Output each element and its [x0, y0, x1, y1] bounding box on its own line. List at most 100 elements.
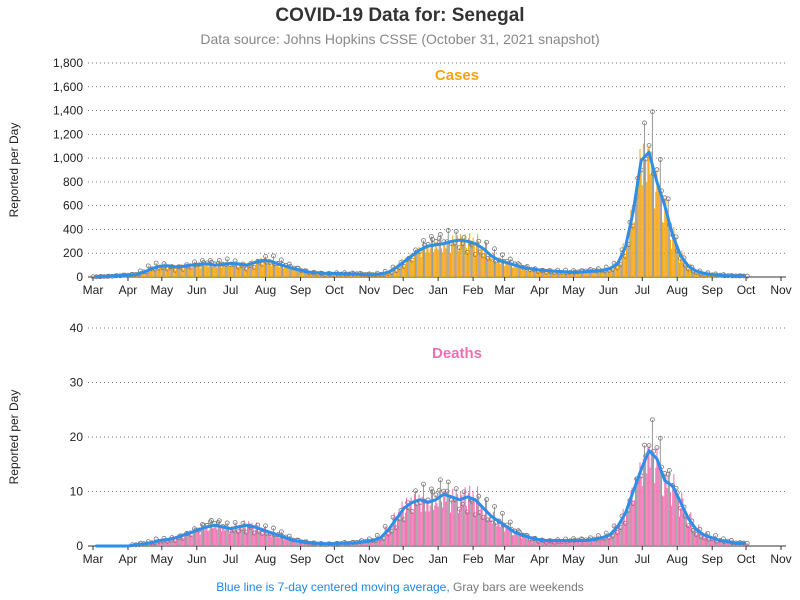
daily-bar	[503, 261, 505, 277]
daily-marker	[642, 442, 647, 448]
daily-bar	[633, 500, 635, 546]
daily-bar	[261, 264, 263, 277]
daily-bar	[454, 499, 456, 546]
daily-bar	[195, 264, 197, 277]
daily-bar	[252, 526, 254, 546]
daily-bar	[383, 538, 385, 546]
daily-bar	[688, 269, 690, 277]
daily-bar	[536, 271, 538, 277]
daily-bar	[186, 533, 188, 546]
daily-bar	[241, 529, 243, 546]
daily-bar	[521, 270, 523, 277]
daily-bar	[383, 274, 385, 277]
daily-bar	[265, 525, 267, 546]
daily-marker	[263, 254, 268, 259]
daily-bar	[232, 529, 234, 546]
daily-bar	[657, 464, 659, 546]
daily-bar	[420, 256, 422, 277]
daily-bar	[712, 539, 714, 546]
x-tick-label: Mar	[83, 283, 104, 297]
daily-bar	[209, 260, 211, 277]
daily-bar	[253, 533, 255, 546]
daily-bar	[623, 248, 625, 277]
daily-bar	[571, 271, 573, 277]
daily-bar	[401, 258, 403, 277]
daily-bar	[410, 497, 412, 546]
daily-bar	[595, 540, 597, 546]
daily-marker	[500, 510, 505, 516]
daily-bar	[301, 270, 303, 277]
daily-bar	[655, 467, 657, 546]
daily-bar	[263, 257, 265, 277]
daily-bar	[179, 535, 181, 546]
daily-bar	[429, 248, 431, 277]
daily-bar	[594, 270, 596, 277]
daily-bar	[265, 256, 267, 277]
daily-bar	[206, 262, 208, 277]
daily-bar	[585, 271, 587, 277]
daily-bar	[522, 535, 524, 546]
daily-bar	[482, 517, 484, 546]
daily-bar	[683, 257, 685, 277]
daily-bar	[439, 234, 441, 277]
daily-bar	[472, 237, 474, 277]
daily-bar	[471, 501, 473, 546]
daily-bar	[501, 254, 503, 277]
daily-bar	[218, 520, 220, 546]
daily-bar	[214, 263, 216, 277]
daily-bar	[182, 538, 184, 546]
daily-bar	[568, 540, 570, 546]
daily-bar	[247, 265, 249, 277]
daily-bar	[293, 268, 295, 277]
daily-bar	[377, 537, 379, 546]
y-tick-label: 0	[76, 539, 83, 553]
daily-bar	[213, 527, 215, 546]
daily-bar	[547, 540, 549, 546]
daily-bar	[699, 270, 701, 277]
daily-bar	[581, 270, 584, 277]
daily-bar	[638, 174, 640, 277]
daily-bar	[703, 537, 705, 546]
daily-bar	[174, 540, 176, 546]
daily-bar	[318, 272, 320, 277]
daily-bar	[333, 274, 335, 277]
daily-bar	[345, 274, 347, 277]
daily-bar	[276, 263, 278, 277]
daily-bar	[434, 248, 436, 277]
daily-bar	[684, 516, 686, 546]
daily-marker	[271, 253, 276, 259]
daily-marker	[209, 518, 214, 523]
daily-bar	[567, 273, 569, 277]
daily-bar	[366, 542, 368, 546]
daily-bar	[365, 541, 367, 546]
daily-bar	[421, 496, 423, 546]
daily-bar	[531, 536, 533, 546]
daily-bar	[435, 494, 437, 546]
daily-bar	[280, 531, 282, 546]
daily-bar	[649, 467, 651, 546]
daily-bar	[452, 488, 454, 546]
deaths-panel: 0 10 20 30 40 Mar Apr May Jun Jul Aug Sep Oct Nov Dec J…	[7, 321, 792, 566]
daily-bar	[741, 543, 743, 546]
daily-bar	[199, 534, 201, 546]
daily-bar	[408, 507, 410, 546]
daily-bar	[535, 268, 537, 277]
daily-bar	[349, 274, 351, 277]
daily-bar	[384, 526, 386, 546]
daily-bar	[154, 542, 156, 546]
daily-bar	[325, 273, 327, 277]
daily-bar	[542, 540, 544, 546]
daily-bar	[604, 270, 606, 277]
daily-bar	[507, 529, 509, 546]
daily-bar	[466, 252, 468, 277]
daily-bar	[490, 519, 492, 546]
daily-bar	[392, 517, 394, 546]
daily-bar	[550, 541, 552, 546]
daily-bar	[510, 262, 512, 277]
daily-bar	[380, 274, 382, 277]
daily-bar	[614, 523, 616, 546]
x-tick-label: Aug	[667, 552, 688, 566]
daily-bar	[287, 268, 289, 277]
daily-bar	[236, 266, 238, 277]
daily-bar	[729, 541, 731, 546]
